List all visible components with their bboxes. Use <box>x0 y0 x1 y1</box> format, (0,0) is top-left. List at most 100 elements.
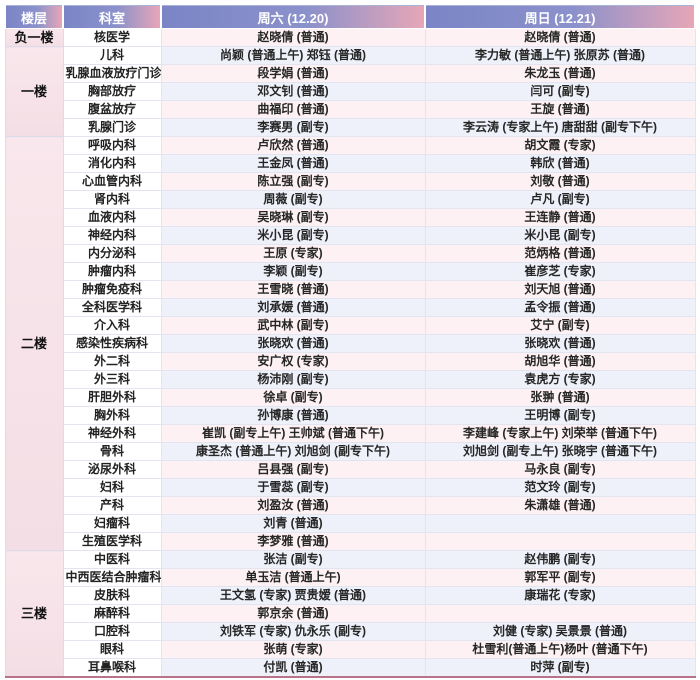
sat-cell: 段学娟 (普通) <box>160 64 426 83</box>
table-row: 胸部放疗 邓文钊 (普通) 闫可 (副专) <box>5 82 696 101</box>
dept-cell: 乳腺血液放疗门诊 <box>62 64 162 83</box>
table-row: 中西医结合肿瘤科 单玉洁 (普通上午) 郭军平 (副专) <box>5 568 696 587</box>
sun-cell: 刘天旭 (普通) <box>424 280 696 299</box>
dept-cell: 腹盆放疗 <box>62 100 162 119</box>
sun-cell: 朱龙玉 (普通) <box>424 64 696 83</box>
sat-cell: 张洁 (副专) <box>160 550 426 569</box>
dept-cell: 眼科 <box>62 640 162 659</box>
sun-cell <box>424 514 696 533</box>
table-row: 耳鼻喉科 付凯 (普通) 时萍 (副专) <box>5 658 696 678</box>
header-row: 楼层 科室 周六 (12.20) 周日 (12.21) <box>4 5 696 29</box>
table-header: 楼层 科室 周六 (12.20) 周日 (12.21) <box>4 5 696 29</box>
sat-cell: 米小昆 (副专) <box>160 226 426 245</box>
dept-cell: 外三科 <box>62 370 162 389</box>
dept-cell: 儿科 <box>62 46 162 65</box>
sun-cell: 范文玲 (副专) <box>424 478 696 497</box>
table-row: 泌尿外科 吕县强 (副专) 马永良 (副专) <box>5 460 696 479</box>
floor-cell: 一楼 <box>4 46 64 137</box>
sat-cell: 李梦雅 (普通) <box>160 532 426 551</box>
sun-cell: 胡旭华 (普通) <box>424 352 696 371</box>
sat-cell: 安广权 (专家) <box>160 352 426 371</box>
sun-cell: 袁虎方 (专家) <box>424 370 696 389</box>
dept-cell: 口腔科 <box>62 622 162 641</box>
sat-cell: 徐卓 (副专) <box>160 388 426 407</box>
sun-cell: 闫可 (副专) <box>424 82 696 101</box>
sun-cell: 李云涛 (专家上午) 唐甜甜 (副专下午) <box>424 118 696 137</box>
sat-cell: 刘承媛 (普通) <box>160 298 426 317</box>
table-row: 全科医学科 刘承媛 (普通) 孟令振 (普通) <box>5 298 696 317</box>
sat-cell: 刘盈汝 (普通) <box>160 496 426 515</box>
dept-cell: 核医学 <box>62 28 162 47</box>
dept-cell: 呼吸内科 <box>62 136 162 155</box>
table-row: 肿瘤内科 李颖 (副专) 崔彦芝 (专家) <box>5 262 696 281</box>
floor-cell: 二楼 <box>4 136 64 551</box>
table-row: 妇瘤科 刘青 (普通) <box>5 514 696 533</box>
dept-cell: 消化内科 <box>62 154 162 173</box>
floor-cell: 负一楼 <box>4 28 64 47</box>
sat-cell: 陈立强 (副专) <box>160 172 426 191</box>
sat-cell: 单玉洁 (普通上午) <box>160 568 426 587</box>
sun-cell: 张翀 (普通) <box>424 388 696 407</box>
sun-cell: 范炳格 (普通) <box>424 244 696 263</box>
sat-cell: 张萌 (专家) <box>160 640 426 659</box>
sat-cell: 刘青 (普通) <box>160 514 426 533</box>
table-row: 产科 刘盈汝 (普通) 朱潇雄 (普通) <box>5 496 696 515</box>
dept-cell: 妇科 <box>62 478 162 497</box>
sun-cell: 李建峰 (专家上午) 刘荣举 (普通下午) <box>424 424 696 443</box>
dept-cell: 血液内科 <box>62 208 162 227</box>
sat-cell: 王金凤 (普通) <box>160 154 426 173</box>
dept-cell: 皮肤科 <box>62 586 162 605</box>
sat-cell: 尚颖 (普通上午) 郑钰 (普通) <box>160 46 426 65</box>
table-row: 心血管内科 陈立强 (副专) 刘敬 (普通) <box>5 172 696 191</box>
table-row: 神经外科 崔凯 (副专上午) 王帅斌 (普通下午) 李建峰 (专家上午) 刘荣举 (… <box>5 424 696 443</box>
table-row: 内分泌科 王原 (专家) 范炳格 (普通) <box>5 244 696 263</box>
dept-cell: 中西医结合肿瘤科 <box>62 568 162 587</box>
sun-cell: 康瑞花 (专家) <box>424 586 696 605</box>
sat-cell: 吕县强 (副专) <box>160 460 426 479</box>
dept-cell: 泌尿外科 <box>62 460 162 479</box>
header-department: 科室 <box>62 5 162 29</box>
sun-cell: 刘健 (专家) 吴景景 (普通) <box>424 622 696 641</box>
sun-cell: 孟令振 (普通) <box>424 298 696 317</box>
dept-cell: 心血管内科 <box>62 172 162 191</box>
sat-cell: 于雪蕊 (副专) <box>160 478 426 497</box>
table-row: 妇科 于雪蕊 (副专) 范文玲 (副专) <box>5 478 696 497</box>
dept-cell: 全科医学科 <box>62 298 162 317</box>
dept-cell: 胸外科 <box>62 406 162 425</box>
sun-cell: 朱潇雄 (普通) <box>424 496 696 515</box>
dept-cell: 介入科 <box>62 316 162 335</box>
table-row: 肾内科 周薇 (副专) 卢凡 (副专) <box>5 190 696 209</box>
sat-cell: 崔凯 (副专上午) 王帅斌 (普通下午) <box>160 424 426 443</box>
table-row: 神经内科 米小昆 (副专) 米小昆 (副专) <box>5 226 696 245</box>
dept-cell: 麻醉科 <box>62 604 162 623</box>
dept-cell: 肝胆外科 <box>62 388 162 407</box>
table-row: 腹盆放疗 曲福印 (普通) 王旋 (普通) <box>5 100 696 119</box>
table-row: 一楼 儿科 尚颖 (普通上午) 郑钰 (普通) 李力敏 (普通上午) 张原苏 (普通) <box>4 46 696 137</box>
table-row: 乳腺血液放疗门诊 段学娟 (普通) 朱龙玉 (普通) <box>5 64 696 83</box>
sun-cell: 张晓欢 (普通) <box>424 334 696 353</box>
table-row: 负一楼 核医学 赵晓倩 (普通) 赵晓倩 (普通) <box>4 28 696 47</box>
sun-cell: 卢凡 (副专) <box>424 190 696 209</box>
table-row: 肝胆外科 徐卓 (副专) 张翀 (普通) <box>5 388 696 407</box>
dept-cell: 中医科 <box>62 550 162 569</box>
dept-cell: 妇瘤科 <box>62 514 162 533</box>
sun-cell: 赵晓倩 (普通) <box>424 28 696 47</box>
sun-cell: 王连静 (普通) <box>424 208 696 227</box>
sun-cell: 艾宁 (副专) <box>424 316 696 335</box>
sun-cell: 米小昆 (副专) <box>424 226 696 245</box>
dept-cell: 肿瘤内科 <box>62 262 162 281</box>
sat-cell: 李颖 (副专) <box>160 262 426 281</box>
table-row: 血液内科 吴晓琳 (副专) 王连静 (普通) <box>5 208 696 227</box>
sat-cell: 吴晓琳 (副专) <box>160 208 426 227</box>
table-row: 眼科 张萌 (专家) 杜雪利(普通上午)杨叶 (普通下午) <box>5 640 696 659</box>
sat-cell: 赵晓倩 (普通) <box>160 28 426 47</box>
sat-cell: 张晓欢 (普通) <box>160 334 426 353</box>
sun-cell: 刘敬 (普通) <box>424 172 696 191</box>
dept-cell: 神经内科 <box>62 226 162 245</box>
sat-cell: 曲福印 (普通) <box>160 100 426 119</box>
sat-cell: 王文氢 (专家) 贾贵嫒 (普通) <box>160 586 426 605</box>
table-row: 二楼 呼吸内科 卢欣然 (普通) 胡文霞 (专家) <box>4 136 696 551</box>
sat-cell: 孙博康 (普通) <box>160 406 426 425</box>
table-row: 感染性疾病科 张晓欢 (普通) 张晓欢 (普通) <box>5 334 696 353</box>
